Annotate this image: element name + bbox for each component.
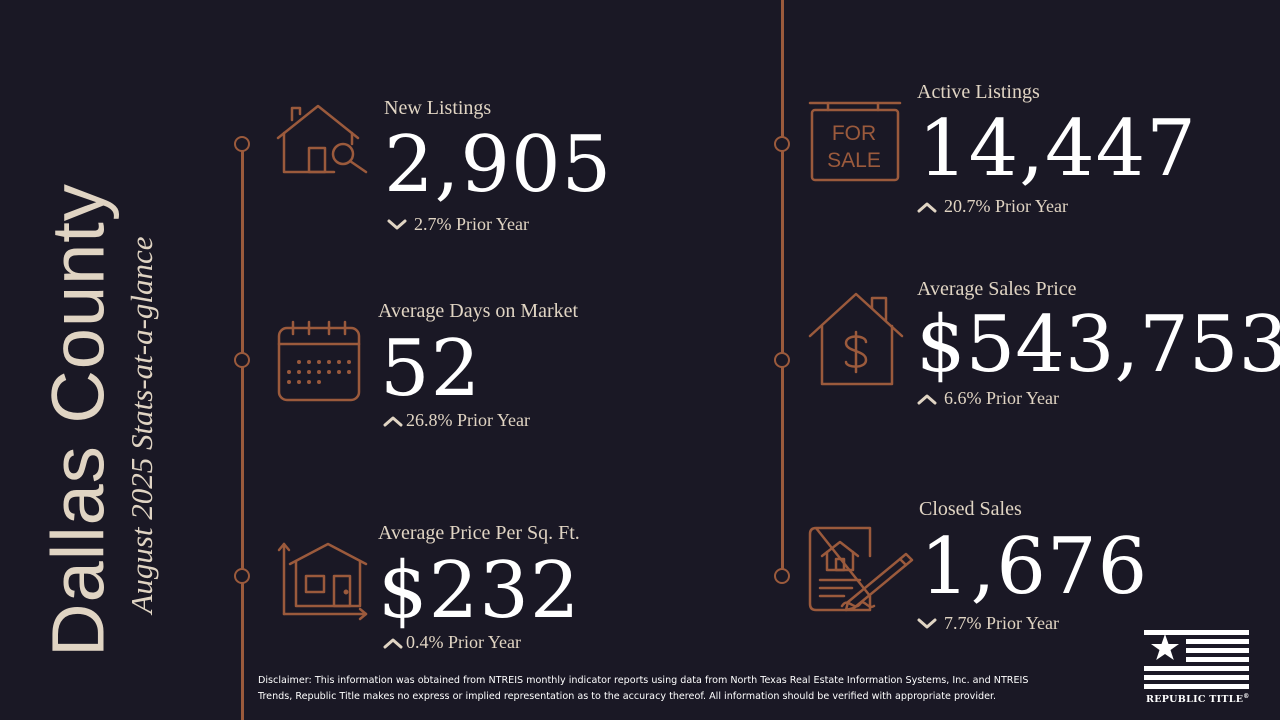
house-area-icon <box>276 540 371 621</box>
report-subtitle: August 2025 Stats-at-a-glance <box>124 236 159 614</box>
chevron-up-icon <box>382 636 404 650</box>
days-on-market-change-text: 26.8% Prior Year <box>406 410 530 430</box>
for-sale-sign-icon: FOR SALE <box>808 98 903 182</box>
calendar-icon <box>277 320 361 402</box>
timeline-dot <box>234 136 250 152</box>
new-listings-change-text: 2.7% Prior Year <box>414 214 529 234</box>
avg-sales-price-label: Average Sales Price <box>917 278 1077 300</box>
new-listings-value: 2,905 <box>384 120 613 210</box>
new-listings-change: 2.7% Prior Year <box>386 214 529 235</box>
price-sqft-label: Average Price Per Sq. Ft. <box>378 522 580 544</box>
price-sqft-value: $232 <box>378 546 581 636</box>
closed-sales-change-text: 7.7% Prior Year <box>944 613 1059 633</box>
days-on-market-label: Average Days on Market <box>378 300 579 322</box>
timeline-dot <box>774 568 790 584</box>
sign-text-sale: SALE <box>827 149 881 172</box>
chevron-up-icon <box>916 392 938 406</box>
closed-sales-change: 7.7% Prior Year <box>916 613 1059 634</box>
disclaimer: Disclaimer: This information was obtaine… <box>258 675 1029 702</box>
chevron-up-icon <box>382 414 404 428</box>
closed-sales-label: Closed Sales <box>919 498 1022 520</box>
sign-text-for: FOR <box>832 122 876 145</box>
days-on-market-change: 26.8% Prior Year <box>382 410 530 431</box>
avg-sales-price-change: 6.6% Prior Year <box>916 388 1059 409</box>
price-sqft-change-text: 0.4% Prior Year <box>406 632 521 652</box>
active-listings-value: 14,447 <box>918 104 1197 194</box>
house-search-icon <box>276 102 371 177</box>
title-block: Dallas County August 2025 Stats-at-a-gla… <box>0 0 175 720</box>
timeline-dot <box>774 352 790 368</box>
active-listings-change: 20.7% Prior Year <box>916 196 1068 217</box>
logo-text: REPUBLIC TITLE® <box>1146 693 1250 705</box>
closed-sales-value: 1,676 <box>920 522 1149 612</box>
county-title: Dallas County <box>36 183 120 657</box>
active-listings-label: Active Listings <box>917 81 1040 103</box>
logo-name: REPUBLIC TITLE <box>1146 694 1244 706</box>
timeline-left <box>241 138 244 720</box>
chevron-down-icon <box>916 617 938 631</box>
chevron-up-icon <box>916 200 938 214</box>
timeline-dot <box>234 352 250 368</box>
timeline-right <box>781 0 784 580</box>
timeline-dot <box>774 136 790 152</box>
contract-signing-icon <box>808 526 916 614</box>
timeline-dot <box>234 568 250 584</box>
house-dollar-icon <box>808 292 908 388</box>
days-on-market-value: 52 <box>380 324 482 414</box>
registered-mark: ® <box>1243 693 1250 700</box>
avg-sales-price-value: $543,753 <box>916 300 1280 390</box>
chevron-down-icon <box>386 218 408 232</box>
republic-title-logo <box>1144 630 1254 708</box>
active-listings-change-text: 20.7% Prior Year <box>944 196 1068 216</box>
price-sqft-change: 0.4% Prior Year <box>382 632 521 653</box>
avg-sales-price-change-text: 6.6% Prior Year <box>944 388 1059 408</box>
new-listings-label: New Listings <box>384 97 492 119</box>
